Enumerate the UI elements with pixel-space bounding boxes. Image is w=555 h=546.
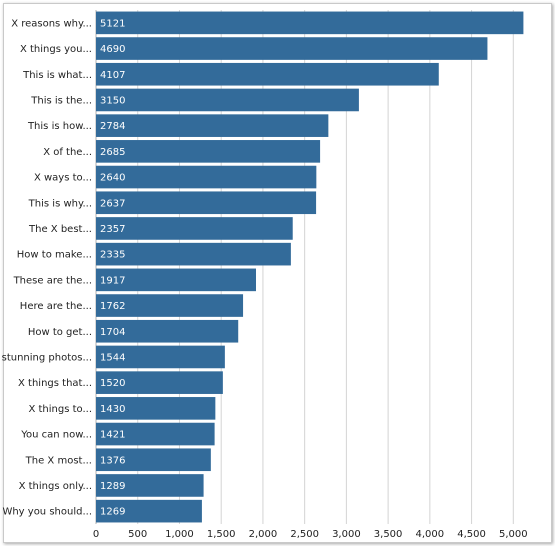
x-tick-labels: 0 500 1,000 1,500 2,000 2,500 3,000 3,500 4,000 4… <box>93 529 528 540</box>
value-label-5: 2685 <box>100 147 125 158</box>
category-label-12: How to get... <box>28 327 92 338</box>
category-label-8: The X best... <box>28 224 92 235</box>
x-tick-label-4500: 4,500 <box>457 529 486 540</box>
value-label-0: 5121 <box>100 18 125 29</box>
x-tick-label-4000: 4,000 <box>416 529 445 540</box>
bar-18 <box>96 474 204 497</box>
category-label-3: This is the... <box>30 95 92 106</box>
category-label-15: X things to... <box>28 404 92 415</box>
x-tick-label-1500: 1,500 <box>207 529 236 540</box>
grid-lines <box>95 10 514 524</box>
bar-7 <box>96 191 317 215</box>
value-label-19: 1269 <box>100 507 125 518</box>
value-label-18: 1289 <box>100 481 125 492</box>
value-label-8: 2357 <box>100 224 125 235</box>
category-label-1: X things you... <box>20 44 92 55</box>
bar-6 <box>96 165 317 189</box>
bar-15 <box>96 397 216 420</box>
x-tick-label-5000: 5,000 <box>499 529 528 540</box>
value-label-9: 2335 <box>100 250 125 261</box>
bar-9 <box>96 242 291 266</box>
bar-3 <box>96 88 359 112</box>
bar-19 <box>96 499 202 523</box>
category-label-18: X things only... <box>19 481 92 492</box>
x-tick-label-500: 500 <box>128 529 147 540</box>
value-label-3: 3150 <box>100 95 125 106</box>
value-label-12: 1704 <box>100 327 125 338</box>
x-tick-label-2500: 2,500 <box>290 529 319 540</box>
x-tick-label-1000: 1,000 <box>165 529 194 540</box>
bar-2 <box>96 62 439 86</box>
category-label-2: This is what... <box>22 70 92 81</box>
category-label-7: This is why... <box>28 198 92 209</box>
value-label-16: 1421 <box>100 430 125 441</box>
category-label-17: The X most... <box>25 455 92 466</box>
bar-4 <box>96 114 329 137</box>
value-label-10: 1917 <box>100 275 125 286</box>
category-label-11: Here are the... <box>20 301 92 312</box>
x-tick-label-0: 0 <box>93 529 99 540</box>
category-labels: X reasons why... X things you... This is w… <box>0 18 92 517</box>
value-label-11: 1762 <box>100 301 125 312</box>
category-label-16: You can now... <box>20 430 92 441</box>
value-label-15: 1430 <box>100 404 125 415</box>
category-label-4: This is how... <box>27 121 92 132</box>
bar-10 <box>96 268 256 292</box>
category-label-0: X reasons why... <box>11 18 92 29</box>
category-label-9: How to make... <box>17 250 92 261</box>
category-label-10: These are the... <box>13 275 92 286</box>
bar-8 <box>96 217 293 240</box>
category-label-13: X stunning photos... <box>0 352 92 363</box>
bar-1 <box>96 37 488 60</box>
value-label-13: 1544 <box>100 352 125 363</box>
x-tick-label-3000: 3,000 <box>332 529 361 540</box>
x-tick-label-3500: 3,500 <box>374 529 403 540</box>
bars: 5121 4690 4107 3150 2784 2685 2640 2637 2357 2335… <box>96 11 524 523</box>
value-label-2: 4107 <box>100 70 125 81</box>
x-tick-label-2000: 2,000 <box>249 529 278 540</box>
category-label-19: Why you should... <box>2 507 92 518</box>
category-label-6: X ways to... <box>34 173 92 184</box>
bar-16 <box>96 422 215 446</box>
bar-0 <box>96 11 524 35</box>
value-label-4: 2784 <box>100 121 125 132</box>
category-label-14: X things that... <box>18 378 92 389</box>
bar-5 <box>96 140 321 163</box>
value-label-6: 2640 <box>100 173 125 184</box>
bar-17 <box>96 448 211 472</box>
value-label-1: 4690 <box>100 44 125 55</box>
value-label-7: 2637 <box>100 198 125 209</box>
bar-11 <box>96 294 244 317</box>
bar-13 <box>96 345 225 369</box>
bar-12 <box>96 319 239 343</box>
category-label-5: X of the... <box>43 147 92 158</box>
bar-14 <box>96 371 223 394</box>
value-label-14: 1520 <box>100 378 125 389</box>
value-label-17: 1376 <box>100 455 125 466</box>
